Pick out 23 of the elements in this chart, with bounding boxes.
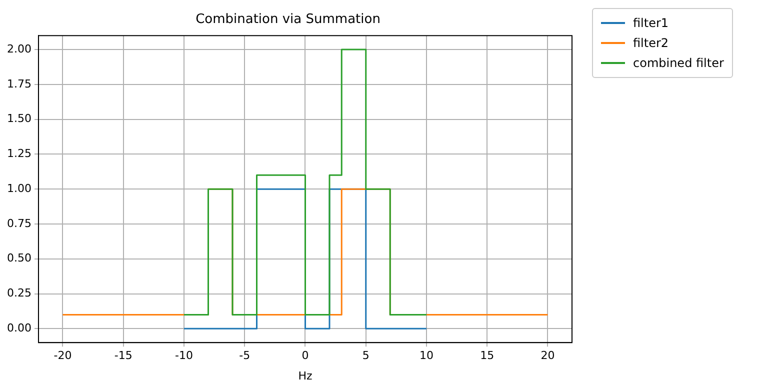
- legend-label: filter1: [633, 16, 669, 30]
- y-tick-label: 0.00: [6, 322, 32, 335]
- x-tick-label: 20: [540, 349, 555, 362]
- y-tick-label: 1.75: [6, 77, 32, 90]
- y-tick-label: 1.25: [6, 147, 32, 160]
- y-tick-label: 0.25: [6, 286, 32, 300]
- x-tick-label: 5: [362, 349, 370, 362]
- y-tick-label: 1.50: [6, 112, 32, 126]
- y-tick-label: 2.00: [6, 42, 32, 56]
- chart-title: Combination via Summation: [196, 12, 380, 28]
- legend-label: filter2: [633, 36, 669, 50]
- x-tick-label: -15: [114, 349, 132, 362]
- x-tick-label: 15: [480, 349, 494, 362]
- x-axis-title: Hz: [298, 369, 312, 382]
- x-tick-label: -10: [175, 349, 193, 362]
- x-tick-label: 0: [302, 349, 309, 362]
- y-tick-label: 1.00: [6, 182, 32, 195]
- y-tick-label: 0.75: [6, 216, 32, 230]
- x-tick-label: -5: [239, 349, 250, 362]
- x-tick-label: -20: [54, 349, 72, 362]
- x-tick-label: 10: [420, 349, 434, 362]
- y-tick-label: 0.50: [6, 252, 32, 265]
- legend-label: combined filter: [633, 56, 724, 70]
